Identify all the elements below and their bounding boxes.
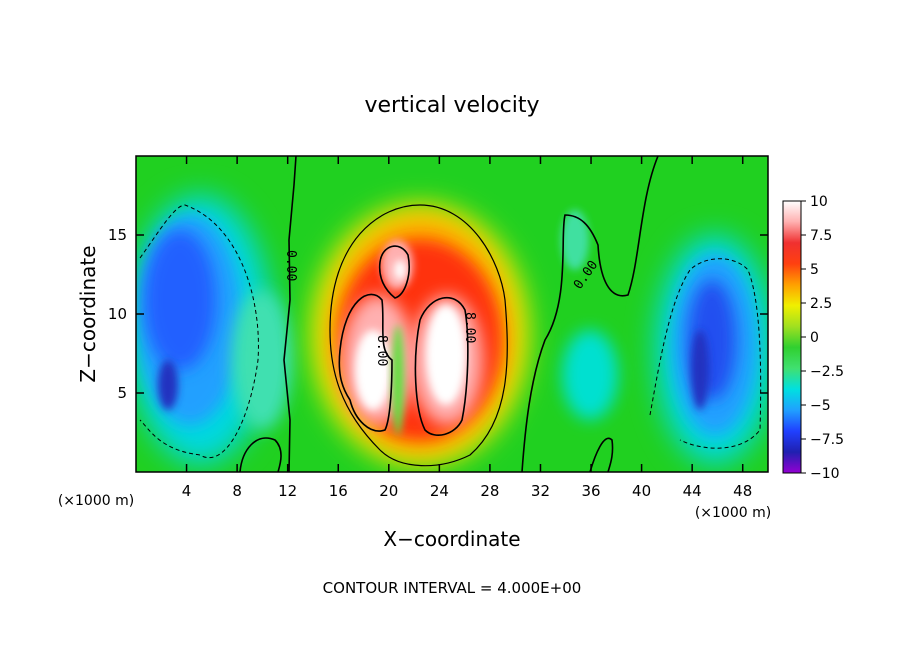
contour-eight-right (414, 296, 469, 436)
contour-zero-left (283, 156, 297, 472)
y-axis-ticks: 5 10 15 (108, 226, 768, 402)
x-tick-label: 44 (683, 482, 702, 500)
x-tick-label: 48 (733, 482, 752, 500)
x-unit-label: (×1000 m) (58, 493, 134, 509)
x-tick-label: 12 (278, 482, 297, 500)
colorbar-tick-label: −10 (810, 466, 840, 482)
x-tick-label: 28 (480, 482, 499, 500)
x-tick-label: 20 (379, 482, 398, 500)
contour-lines (139, 156, 762, 472)
colorbar-tick-label: 2.5 (810, 296, 832, 312)
contour-dashed-right (649, 258, 762, 449)
colorbar-tick-label: −2.5 (810, 364, 844, 380)
contour-zero-right (521, 156, 659, 472)
y-tick-label: 5 (117, 384, 127, 402)
colorbar-tick-label: 7.5 (810, 228, 832, 244)
contour-dashed-left (139, 204, 259, 459)
x-tick-label: 32 (531, 482, 550, 500)
contour-eight-left (338, 293, 393, 432)
contour-small-right (589, 437, 614, 472)
colorbar-tick-label: 10 (810, 194, 828, 210)
contour-label-eight-left: 8.00 (374, 335, 389, 366)
contour-label-left: 0.00 (283, 250, 298, 281)
colorbar-tick-label: 5 (810, 262, 819, 278)
x-tick-label: 24 (430, 482, 449, 500)
teal-regions (232, 210, 618, 430)
x-axis-label: X−coordinate (383, 527, 520, 551)
x-tick-label: 4 (182, 482, 192, 500)
plot-area: 0.00 0.00 8.00 8.00 (136, 156, 768, 472)
colorbar-tick-label: 0 (810, 330, 819, 346)
colorbar-tick-label: −7.5 (810, 432, 844, 448)
x-tick-label: 8 (232, 482, 242, 500)
contour-label-eight-right: 8.00 (462, 312, 477, 343)
x-tick-label: 40 (632, 482, 651, 500)
y-tick-label: 10 (108, 305, 127, 323)
colorbar-ticks: 10 7.5 5 2.5 0 −2.5 −5 −7.5 −10 (801, 194, 844, 482)
x-tick-label: 36 (581, 482, 600, 500)
colorbar-fill (782, 200, 802, 474)
y-axis-label: Z−coordinate (76, 245, 100, 382)
contour-zero-core (329, 204, 508, 467)
contour-small-bottom (239, 437, 282, 472)
y-tick-label: 15 (108, 226, 127, 244)
x-unit-label-right: (×1000 m) (695, 505, 771, 521)
chart-title: vertical velocity (364, 93, 539, 118)
downdraft-right (655, 235, 768, 465)
colorbar: 10 7.5 5 2.5 0 −2.5 −5 −7.5 −10 (782, 194, 844, 482)
updraft-core (312, 205, 528, 465)
contour-eight-top (378, 245, 410, 299)
x-tick-label: 16 (329, 482, 348, 500)
contour-interval-footer: CONTOUR INTERVAL = 4.000E+00 (323, 579, 582, 597)
colorbar-tick-label: −5 (810, 398, 831, 414)
x-axis-ticks: 4 8 12 16 20 24 28 32 36 40 44 48 (182, 156, 752, 500)
